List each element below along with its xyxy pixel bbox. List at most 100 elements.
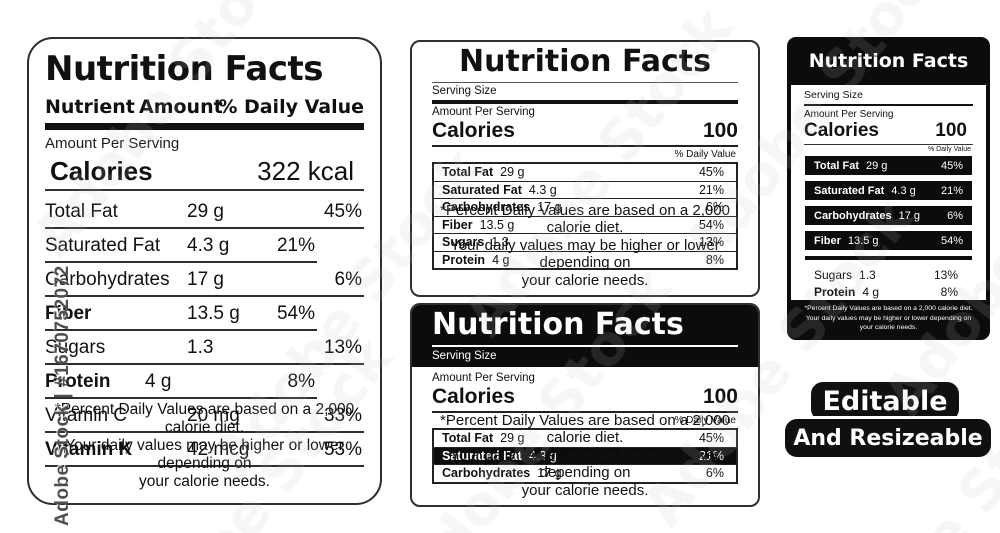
nutrient-daily-value: 54%	[276, 303, 315, 324]
column-daily-value: % Daily Value	[218, 96, 364, 118]
nutrient-daily-value: 54%	[940, 234, 963, 247]
column-nutrient: Nutrient	[45, 96, 135, 118]
calories-label: Calories	[432, 385, 515, 408]
nutrient-daily-value: 54%	[698, 217, 724, 232]
calories-value: 100	[702, 385, 738, 408]
serving-size-label: Serving Size	[432, 350, 497, 362]
nutrient-name: Carbohydrates	[814, 209, 892, 222]
nutrient-amount: 13.5 g	[479, 217, 515, 232]
stock-attribution: Adobe Stock | #1670752072	[52, 265, 73, 526]
serving-size-label: Serving Size	[432, 83, 738, 104]
nutrient-amount: 42 mcg	[187, 439, 250, 460]
calories-label: Calories	[432, 119, 515, 142]
nutrient-amount: 29 g	[500, 165, 525, 180]
calories-row: Calories 100	[804, 120, 973, 145]
calories-row: Calories 100	[432, 119, 738, 147]
thick-divider	[45, 123, 364, 130]
footnote-line: Your daily values may be higher or lower…	[65, 437, 344, 472]
nutrient-amount: 4 g	[862, 284, 880, 299]
nutrient-name: Sugars	[814, 267, 853, 282]
nutrient-row: Saturated Fat 4.3 g 21%	[45, 229, 317, 263]
footnote: *Percent Daily Values are based on a 2,0…	[418, 412, 752, 500]
nutrient-amount: 4.3 g	[891, 184, 916, 197]
nutrient-row-dark: Fiber 13.5 g 54%	[805, 231, 972, 250]
nutrient-amount: 29 g	[500, 431, 525, 446]
nutrient-daily-value: 6%	[705, 200, 724, 215]
nutrient-name: Protein	[45, 371, 111, 392]
nutrient-table: Total Fat 29 g 45% Saturated Fat 4.3 g 2…	[432, 162, 738, 270]
nutrient-amount: 17 g	[898, 209, 921, 222]
nutrient-name: Saturated Fat	[442, 182, 522, 197]
nutrient-name: Sugars	[442, 235, 485, 250]
nutrient-row-highlighted: Saturated Fat 4.3 g 21%	[434, 447, 736, 465]
nutrition-label-dark: Nutrition Facts Serving Size Amount Per …	[787, 37, 990, 340]
amount-per-serving-label: Amount Per Serving	[45, 135, 180, 152]
nutrient-row-dark: Saturated Fat 4.3 g 21%	[805, 181, 972, 200]
nutrient-amount: 1.3	[187, 337, 214, 358]
footnote-line: your calorie needs.	[521, 271, 649, 289]
nutrient-daily-value: 33%	[323, 405, 362, 426]
nutrient-name: Total Fat	[442, 165, 494, 180]
nutrient-amount: 4.3 g	[187, 235, 230, 256]
nutrient-name: Vitamin C	[45, 405, 128, 426]
nutrient-row: Saturated Fat 4.3 g 21%	[434, 182, 736, 199]
footnote-line: your calorie needs.	[859, 324, 918, 331]
nutrient-amount: 1.3	[491, 235, 509, 250]
nutrient-rows: Total Fat 29 g 45% Saturated Fat 4.3 g 2…	[45, 195, 364, 467]
footnote: *Percent Daily Values are based on a 2,0…	[418, 202, 752, 290]
nutrient-row: Protein 4 g 8%	[45, 365, 317, 399]
nutrient-daily-value: 6%	[947, 209, 963, 222]
calories-value: 100	[935, 120, 967, 141]
nutrient-row: Sugars 1.3 13%	[45, 331, 364, 365]
footnote-line: *Percent Daily Values are based on a 2,0…	[54, 401, 355, 436]
footnote-line: *Percent Daily Values are based on a 2,0…	[440, 411, 730, 447]
nutrient-daily-value: 8%	[940, 284, 958, 299]
nutrient-row-dark: Total Fat 29 g 45%	[805, 156, 972, 175]
nutrient-amount: 29 g	[866, 159, 888, 172]
nutrient-name: Fiber	[45, 303, 92, 324]
nutrient-daily-value: 45%	[698, 431, 724, 446]
nutrient-amount: 13.5 g	[847, 234, 879, 247]
calories-row: Calories 100	[432, 385, 738, 413]
footnote-line: your calorie needs.	[139, 473, 270, 490]
nutrient-name: Carbohydrates	[442, 200, 531, 215]
nutrient-amount: 1.3	[859, 267, 876, 282]
nutrient-amount: 13.5 g	[187, 303, 240, 324]
nutrient-name: Carbohydrates	[45, 269, 170, 290]
nutrient-daily-value: 8%	[705, 252, 724, 267]
calories-label: Calories	[804, 120, 879, 141]
nutrient-amount: 17 g	[187, 269, 224, 290]
footnote: *Percent Daily Values are based on a 2,0…	[791, 300, 986, 336]
nutrient-name: Sugars	[45, 337, 106, 358]
nutrient-amount: 17 g	[537, 466, 562, 481]
nutrient-name: Fiber	[814, 234, 841, 247]
label-body: Serving Size Amount Per Serving Calories…	[791, 85, 986, 300]
footnote-line: *Percent Daily Values are based on a 2,0…	[440, 201, 730, 237]
nutrient-amount: 4 g	[145, 371, 172, 392]
nutrient-name: Saturated Fat	[814, 184, 885, 197]
nutrient-amount: 29 g	[187, 201, 224, 222]
label-title: Nutrition Facts	[808, 50, 969, 72]
nutrient-amount: 17 g	[537, 200, 562, 215]
nutrient-daily-value: 6%	[705, 466, 724, 481]
nutrition-label-boxed: Nutrition Facts Serving Size Amount Per …	[410, 40, 760, 297]
nutrient-name: Protein	[814, 284, 856, 299]
calories-row: Calories 322 kcal	[45, 155, 364, 191]
nutrient-name: Carbohydrates	[442, 466, 531, 481]
nutrient-row: Vitamin C 20 mg 33%	[45, 399, 364, 433]
nutrient-amount: 4.3 g	[528, 182, 557, 197]
nutrient-name: Protein	[442, 252, 486, 267]
nutrient-row: Total Fat 29 g 45%	[45, 195, 364, 229]
calories-label: Calories	[50, 156, 153, 186]
label-title: Nutrition Facts	[45, 49, 323, 89]
nutrient-daily-value: 13%	[933, 267, 958, 282]
label-title: Nutrition Facts	[432, 307, 738, 347]
footnote-line: *Percent Daily Values are based on a 2,0…	[804, 305, 973, 312]
nutrient-daily-value: 21%	[698, 448, 724, 463]
nutrient-daily-value: 13%	[323, 337, 362, 358]
nutrient-amount: 20 mg	[187, 405, 240, 426]
nutrient-amount: 4 g	[492, 252, 510, 267]
column-header-row: Nutrient Amount % Daily Value	[45, 92, 364, 118]
nutrient-name: Total Fat	[442, 431, 494, 446]
